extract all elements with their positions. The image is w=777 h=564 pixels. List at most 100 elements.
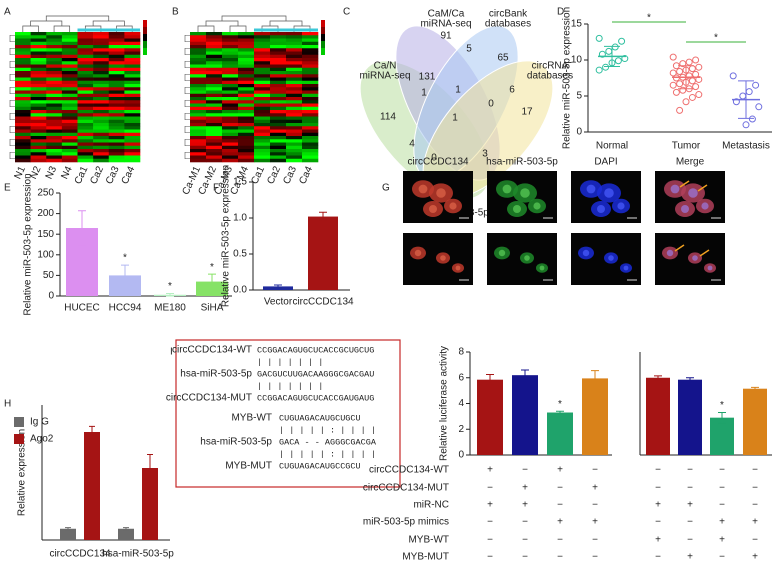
heatmap-cell [15, 64, 31, 69]
heatmap-cell [77, 54, 94, 59]
heatmap-cell [30, 103, 47, 108]
heatmap-cell [286, 110, 303, 114]
data-point [605, 47, 613, 55]
heatmap-cell [124, 155, 141, 160]
image-label: hsa-miR-503-5p [486, 157, 558, 168]
heatmap-cell [77, 67, 94, 72]
heatmap-cell [61, 90, 78, 95]
significance: * [210, 262, 214, 273]
heatmap-cell [124, 35, 141, 39]
nucleus [701, 202, 709, 210]
heatmap-cell [93, 132, 110, 137]
heatmap-cell [254, 110, 271, 114]
heatmap-cell [61, 139, 78, 143]
heatmap-cell [286, 119, 303, 124]
heatmap-cell [124, 64, 141, 69]
heatmap-cell [108, 54, 125, 59]
heatmap-cell [30, 93, 47, 98]
heatmap-cell [238, 38, 255, 43]
heatmap-cell [286, 116, 303, 121]
heatmap-cell [222, 54, 239, 59]
heatmap-cell [61, 106, 78, 111]
pairing: | | | | | : | | | | [279, 449, 376, 459]
legend-swatch [14, 417, 24, 427]
heatmap-cell [270, 145, 287, 150]
data-point [676, 80, 684, 88]
significance: * [647, 13, 651, 24]
heatmap-cell [190, 136, 207, 140]
condition-mark: + [655, 500, 661, 511]
heatmap-cell [15, 132, 31, 137]
heatmap-cell [302, 139, 319, 143]
heatmap-cell [270, 100, 287, 104]
heatmap-cell [108, 129, 125, 134]
heatmap-cell [124, 71, 141, 75]
heatmap-cell [190, 74, 207, 78]
heatmap-cell [222, 74, 239, 78]
heatmap-cell [206, 126, 223, 130]
heatmap-cell [108, 106, 125, 111]
heatmap-cell [286, 38, 303, 43]
y-tick-label: 15 [571, 19, 583, 30]
heatmap-cell [270, 64, 287, 69]
heatmap-cell [190, 155, 207, 160]
heatmap-cell [124, 126, 141, 130]
heatmap-cell [286, 41, 303, 46]
heatmap-cell [222, 67, 239, 72]
data-point [669, 69, 677, 77]
heatmap-cell [124, 54, 141, 59]
heatmap-cell [254, 126, 271, 130]
heatmap-cell [124, 139, 141, 143]
heatmap-cell [238, 61, 255, 65]
nucleus [623, 265, 629, 271]
heatmap-cell [77, 113, 94, 117]
y-tick-label: 8 [458, 347, 464, 358]
pairing: | | | | | | | [257, 381, 323, 391]
heatmap-cell [270, 87, 287, 91]
condition-mark: + [752, 517, 758, 528]
error-bar [274, 284, 282, 289]
condition-mark: − [687, 465, 693, 476]
set-label: circBank [489, 9, 528, 20]
heatmap-cell [108, 100, 125, 104]
heatmap-cell [254, 139, 271, 143]
condition-mark: + [522, 500, 528, 511]
heatmap-cell [108, 152, 125, 156]
heatmap-cell [77, 74, 94, 78]
heatmap-cell [30, 158, 47, 163]
heatmap-cell [93, 90, 110, 95]
condition-mark: + [719, 535, 725, 546]
heatmap-cell [15, 38, 31, 43]
heatmap-cell [77, 110, 94, 114]
heatmap-cell [124, 38, 141, 43]
heatmap-cell [77, 139, 94, 143]
heatmap-cell [270, 132, 287, 137]
condition-label: circCCDC134-MUT [363, 483, 449, 494]
heatmap-cell [46, 116, 63, 121]
heatmap-cell [286, 139, 303, 143]
heatmap-cell [206, 132, 223, 137]
condition-mark: − [655, 465, 661, 476]
heatmap-cell [302, 93, 319, 98]
heatmap-cell [77, 103, 94, 108]
heatmap-cell [46, 38, 63, 43]
heatmap-cell [254, 87, 271, 91]
column-label: Ca4 [297, 164, 315, 186]
data-point [745, 88, 753, 96]
heatmap-cell [77, 51, 94, 56]
region-count: 5 [466, 44, 472, 55]
heatmap-cell [46, 41, 63, 46]
heatmap-cell [190, 126, 207, 130]
heatmap-cell [61, 67, 78, 72]
nucleus [582, 249, 590, 257]
x-tick-label: ME180 [154, 303, 186, 314]
heatmap-cell [286, 32, 303, 36]
significance: * [714, 33, 718, 44]
heatmap-cell [238, 110, 255, 114]
heatmap-cell [46, 61, 63, 65]
heatmap-cell [270, 38, 287, 43]
heatmap-cell [108, 139, 125, 143]
bar [710, 417, 734, 455]
nucleus [604, 188, 614, 198]
heatmap-cell [238, 139, 255, 143]
